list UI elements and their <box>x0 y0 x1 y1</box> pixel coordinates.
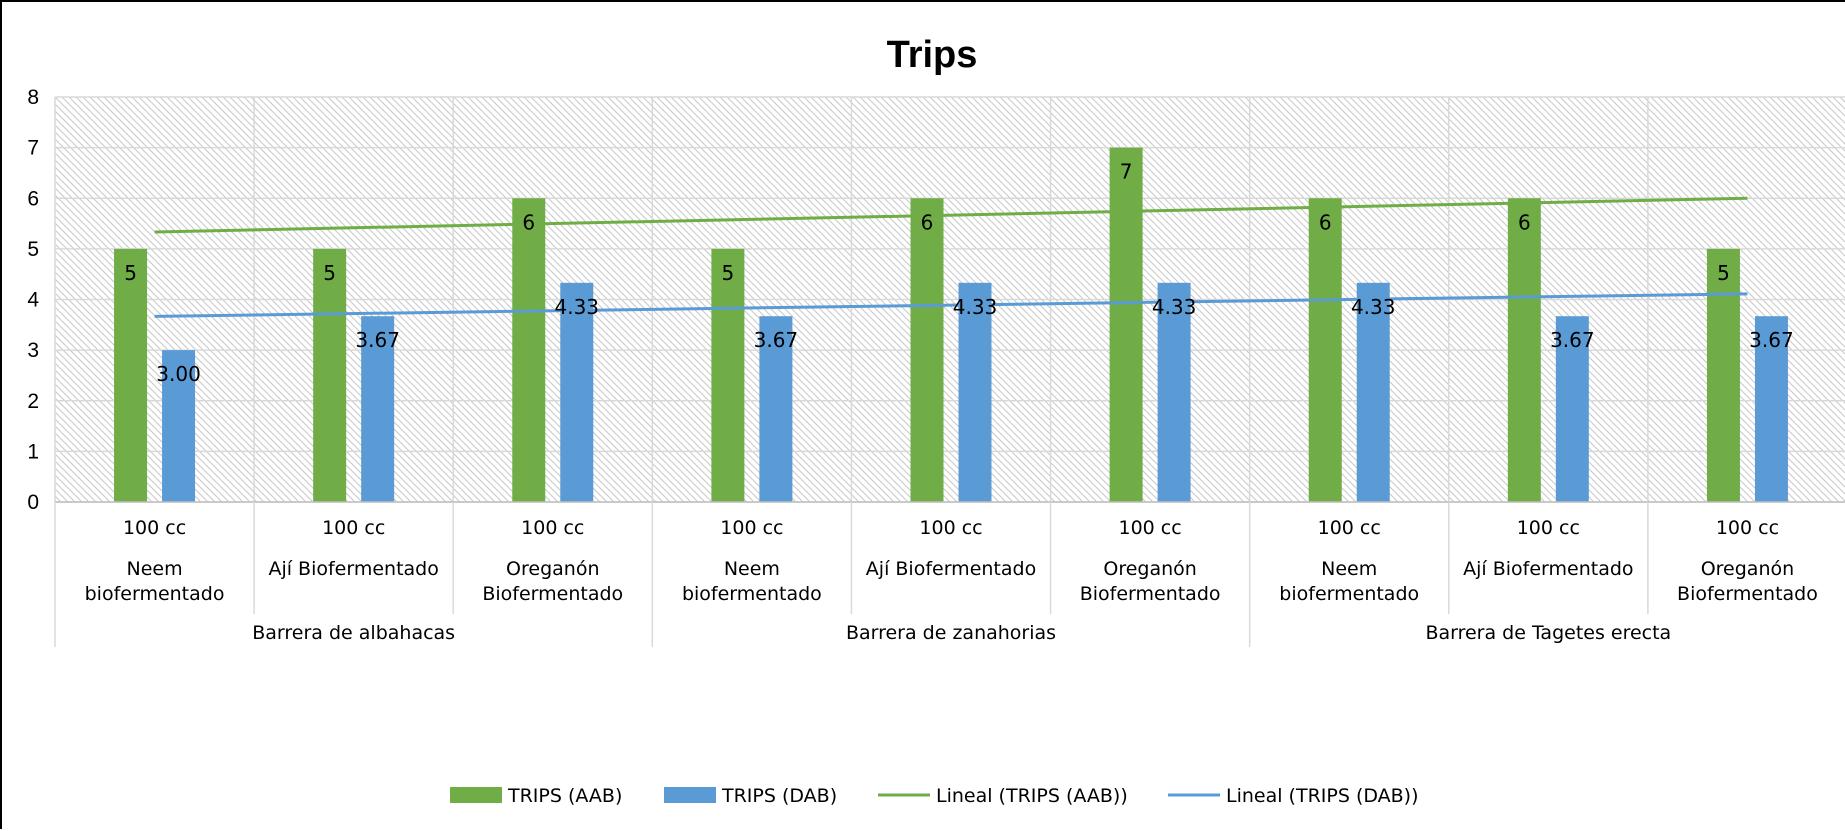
category-treatment-label: Neem <box>127 558 183 580</box>
bar-aab <box>114 248 148 502</box>
bar-aab <box>512 198 546 502</box>
category-treatment-label: biofermentado <box>682 583 822 605</box>
y-tick-label: 1 <box>27 440 39 463</box>
bar-dab <box>361 316 395 502</box>
data-label-dab: 4.33 <box>1152 295 1197 319</box>
data-label-aab: 6 <box>1518 210 1531 234</box>
bar-dab <box>1754 316 1788 502</box>
trendline-aab <box>154 196 1748 234</box>
category-dose-label: 100 cc <box>1318 517 1381 539</box>
y-tick-label: 3 <box>27 339 39 362</box>
group-label: Barrera de zanahorias <box>846 622 1056 644</box>
legend-item-dab-swatch <box>664 787 716 803</box>
y-tick-label: 5 <box>27 238 39 261</box>
legend-item-aab-label: TRIPS (AAB) <box>507 785 622 807</box>
data-label-aab: 6 <box>522 210 535 234</box>
bar-dab <box>1157 282 1191 502</box>
y-tick-label: 2 <box>27 390 39 413</box>
data-label-dab: 3.67 <box>355 328 400 352</box>
category-treatment-label: Ají Biofermentado <box>1463 558 1633 580</box>
category-treatment-label: Oreganón <box>506 558 599 580</box>
bar-aab <box>910 198 944 502</box>
category-dose-label: 100 cc <box>1716 517 1779 539</box>
y-tick-label: 7 <box>27 137 39 160</box>
data-label-dab: 3.67 <box>1749 328 1794 352</box>
category-dose-label: 100 cc <box>919 517 982 539</box>
bar-aab <box>1706 248 1740 502</box>
group-label: Barrera de Tagetes erecta <box>1425 622 1671 644</box>
bar-dab <box>759 316 793 502</box>
data-label-dab: 4.33 <box>555 295 600 319</box>
data-label-aab: 6 <box>1319 210 1332 234</box>
bar-aab <box>313 248 347 502</box>
category-treatment-label: Ají Biofermentado <box>866 558 1036 580</box>
bar-dab <box>958 282 992 502</box>
legend-item-dab-label: TRIPS (DAB) <box>721 785 837 807</box>
legend: TRIPS (AAB) TRIPS (DAB) Lineal (TRIPS (AAB… <box>450 785 1419 807</box>
y-tick-label: 4 <box>27 289 39 312</box>
bar-aab <box>1109 147 1143 502</box>
category-treatment-label: Biofermentado <box>1080 583 1221 605</box>
category-treatment-label: biofermentado <box>85 583 225 605</box>
chart-title: Trips <box>887 34 978 76</box>
y-tick-label: 0 <box>27 491 39 514</box>
bar-aab <box>711 248 745 502</box>
group-label: Barrera de albahacas <box>252 622 455 644</box>
data-label-aab: 5 <box>722 261 735 285</box>
legend-item-aab-swatch <box>450 787 502 803</box>
category-dose-label: 100 cc <box>1119 517 1182 539</box>
y-tick-label: 8 <box>27 86 39 109</box>
category-treatment-label: Ají Biofermentado <box>268 558 438 580</box>
category-dose-label: 100 cc <box>1517 517 1580 539</box>
category-dose-label: 100 cc <box>123 517 186 539</box>
category-dose-label: 100 cc <box>521 517 584 539</box>
plot-area: 0 1 2 3 4 5 6 7 8 5 3.00 5 3.67 6 4.33 5 3.67 6 4.33 7 4.33 6… <box>27 86 1845 647</box>
category-treatment-label: biofermentado <box>1279 583 1419 605</box>
data-label-dab: 4.33 <box>953 295 998 319</box>
category-dose-label: 100 cc <box>720 517 783 539</box>
category-treatment-label: Oreganón <box>1103 558 1196 580</box>
data-label-aab: 5 <box>124 261 137 285</box>
data-label-aab: 5 <box>1717 261 1730 285</box>
category-treatment-label: Neem <box>724 558 780 580</box>
bar-aab <box>1507 198 1541 502</box>
category-treatment-label: Biofermentado <box>482 583 623 605</box>
bar-aab <box>1308 198 1342 502</box>
bar-dab <box>162 350 196 502</box>
data-label-aab: 5 <box>323 261 336 285</box>
data-label-dab: 3.00 <box>156 362 201 386</box>
y-tick-label: 6 <box>27 187 39 210</box>
data-label-aab: 7 <box>1120 160 1133 184</box>
bar-dab <box>1356 282 1390 502</box>
category-treatment-label: Neem <box>1321 558 1377 580</box>
legend-item-trend-aab-label: Lineal (TRIPS (AAB)) <box>936 785 1128 807</box>
data-label-dab: 3.67 <box>1550 328 1595 352</box>
bar-dab <box>1555 316 1589 502</box>
data-label-aab: 6 <box>921 210 934 234</box>
data-label-dab: 4.33 <box>1351 295 1396 319</box>
legend-item-trend-dab-label: Lineal (TRIPS (DAB)) <box>1226 785 1419 807</box>
category-treatment-label: Biofermentado <box>1677 583 1818 605</box>
trendline-dab <box>154 292 1748 318</box>
bar-dab <box>560 282 594 502</box>
category-dose-label: 100 cc <box>322 517 385 539</box>
category-treatment-label: Oreganón <box>1701 558 1794 580</box>
data-label-dab: 3.67 <box>754 328 799 352</box>
